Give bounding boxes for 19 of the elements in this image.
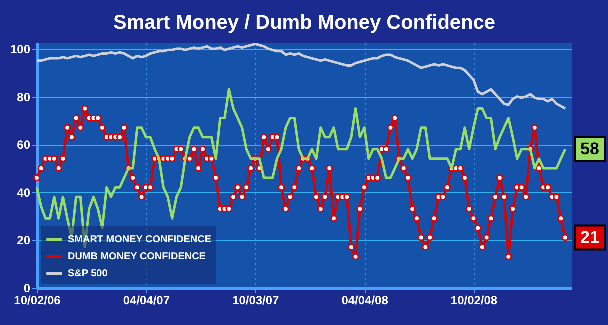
x-tick-label: 10/03/07 bbox=[232, 293, 280, 308]
legend-label: SMART MONEY CONFIDENCE bbox=[68, 234, 212, 246]
text: 21 bbox=[580, 228, 600, 247]
chart-title: Smart Money / Dumb Money Confidence bbox=[114, 12, 496, 34]
y-tick-label: 100 bbox=[10, 42, 31, 56]
y-tick-label: 40 bbox=[17, 186, 31, 200]
text: 58 bbox=[580, 139, 600, 158]
y-tick-label: 20 bbox=[17, 234, 31, 248]
y-tick-label: 0 bbox=[24, 281, 31, 296]
x-tick-label: 04/04/08 bbox=[342, 293, 389, 308]
line-series bbox=[36, 42, 567, 110]
legend-label: DUMB MONEY CONFIDENCE bbox=[68, 251, 206, 262]
legend-label: S&P 500 bbox=[68, 268, 108, 280]
x-tick-label: 04/04/07 bbox=[123, 293, 170, 308]
x-tick-label: 10/02/06 bbox=[14, 293, 62, 308]
x-tick-label: 10/02/08 bbox=[450, 293, 498, 308]
y-tick-label: 80 bbox=[17, 90, 31, 104]
y-tick-label: 60 bbox=[17, 138, 31, 152]
line-series bbox=[36, 88, 567, 249]
